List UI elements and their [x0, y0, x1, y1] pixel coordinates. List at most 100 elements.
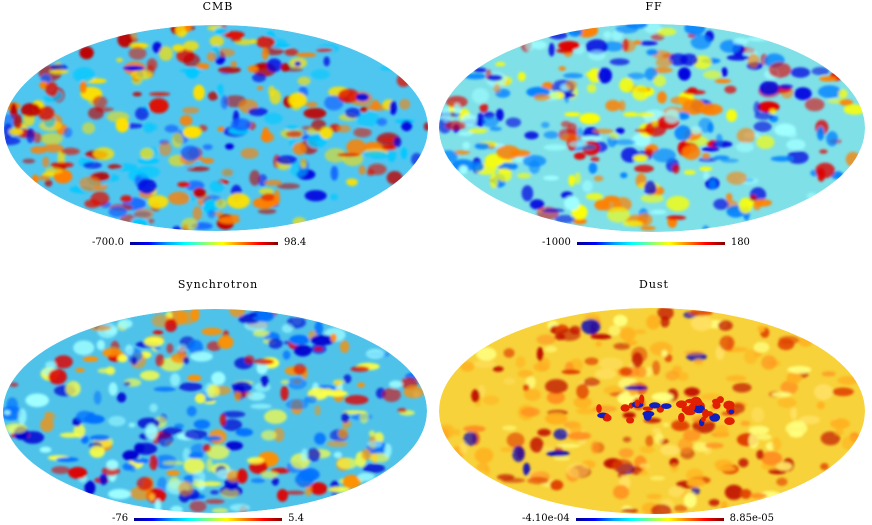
sky-blob — [536, 334, 556, 345]
sky-blob — [252, 73, 267, 83]
sky-blob — [473, 360, 496, 368]
sky-blob — [193, 419, 211, 430]
sky-blob — [105, 366, 116, 376]
sky-blob — [611, 30, 623, 41]
sky-blob — [132, 92, 142, 97]
panel-title: Synchrotron — [177, 278, 259, 291]
sky-blob — [143, 336, 165, 347]
panel-dust: Dust -4.10e-04 8.85e-05 — [436, 262, 872, 524]
sky-blob — [564, 112, 581, 117]
sky-blob — [541, 121, 550, 129]
sky-blob — [714, 459, 734, 470]
panel-title: CMB — [202, 0, 234, 13]
sky-blob — [172, 132, 183, 148]
sky-blob — [292, 142, 307, 155]
panel-cmb: CMB -700.0 98.4 — [0, 0, 436, 262]
sky-blob — [474, 142, 490, 150]
sky-blob — [261, 471, 278, 479]
sky-blob — [393, 137, 402, 148]
sky-blob — [554, 214, 576, 224]
sky-blob — [646, 49, 659, 56]
sky-blob — [202, 444, 211, 452]
sky-blob — [563, 72, 583, 79]
sky-blob — [580, 136, 603, 141]
sky-blob — [206, 458, 213, 472]
sky-blob — [249, 312, 258, 318]
sky-blob — [545, 412, 568, 425]
sky-blob — [777, 397, 797, 408]
sky-blob — [381, 144, 396, 151]
sky-blob — [684, 350, 705, 355]
sky-blob — [458, 131, 473, 137]
colorbar: -4.10e-04 8.85e-05 — [522, 514, 774, 524]
sky-blob — [496, 145, 520, 160]
sky-blob — [736, 127, 756, 144]
sky-blob — [183, 53, 201, 68]
sky-blob — [108, 382, 118, 396]
sky-blob — [179, 115, 193, 126]
sky-blob — [625, 24, 648, 29]
sky-blob — [715, 346, 725, 360]
sky-blob — [607, 207, 630, 223]
sky-blob — [134, 442, 158, 455]
sky-blob — [590, 333, 612, 340]
sky-blob — [247, 391, 266, 401]
sky-blob — [686, 468, 704, 483]
sky-blob — [573, 152, 586, 160]
sky-blob — [399, 98, 411, 110]
sky-blob — [576, 407, 596, 415]
sky-blob — [93, 147, 115, 161]
sky-blob — [817, 85, 842, 99]
sky-blob — [726, 54, 750, 61]
sky-blob — [218, 216, 240, 224]
sky-blob — [225, 143, 234, 150]
sky-blob — [172, 44, 185, 52]
sky-blob — [841, 435, 863, 451]
sky-blob — [218, 66, 241, 74]
sky-blob — [761, 355, 777, 370]
galactic-plane-spot — [620, 404, 630, 412]
sky-blob — [590, 441, 600, 454]
sky-blob — [476, 462, 489, 472]
sky-blob — [314, 346, 324, 352]
sky-blob — [215, 198, 227, 209]
sky-blob — [819, 76, 838, 82]
sky-blob — [623, 385, 648, 391]
sky-blob — [677, 437, 693, 453]
sky-blob — [537, 428, 551, 437]
sky-blob — [657, 91, 667, 104]
sky-blob — [622, 412, 636, 419]
sky-blob — [328, 486, 350, 493]
sky-blob — [769, 108, 776, 115]
sky-blob — [459, 441, 468, 455]
colorbar-min-label: -76 — [112, 513, 129, 524]
sky-blob — [453, 429, 461, 436]
sky-blob — [146, 58, 158, 71]
sky-blob — [179, 68, 204, 73]
sky-blob — [387, 147, 397, 163]
sky-blob — [756, 449, 764, 460]
sky-blob — [154, 499, 162, 513]
sky-blob — [599, 357, 623, 370]
sky-blob — [568, 141, 588, 148]
sky-blob — [634, 329, 647, 335]
sky-blob — [123, 381, 131, 387]
sky-blob — [492, 366, 504, 372]
sky-blob — [573, 396, 592, 409]
sky-blob — [524, 131, 539, 140]
sky-blob — [108, 416, 126, 427]
sky-blob — [582, 180, 593, 193]
sky-blob — [289, 334, 310, 346]
sky-blob — [211, 371, 226, 385]
sky-blob — [660, 444, 680, 456]
sky-blob — [634, 164, 654, 173]
sky-blob — [830, 418, 850, 430]
sky-blob — [123, 65, 145, 71]
sky-blob — [660, 316, 670, 328]
sky-blob — [250, 39, 257, 44]
sky-blob — [724, 85, 737, 94]
sky-blob — [83, 161, 102, 169]
sky-blob — [753, 341, 770, 353]
sky-blob — [832, 387, 854, 397]
sky-blob — [20, 103, 41, 117]
